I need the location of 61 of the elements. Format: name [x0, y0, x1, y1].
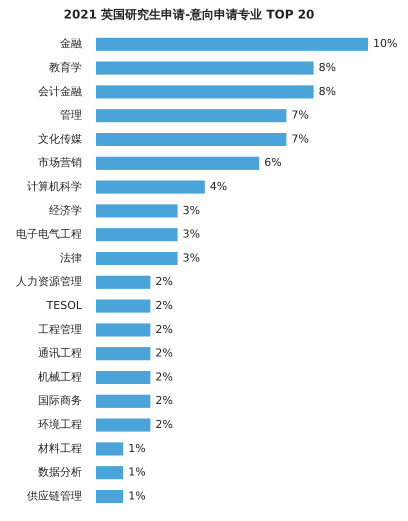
data-label: 3% — [182, 251, 200, 264]
y-tick-label: 电子电气工程 — [16, 228, 82, 241]
y-tick-label: TESOL — [46, 298, 83, 312]
data-label: 3% — [182, 228, 200, 241]
y-tick-label: 文化传媒 — [38, 132, 82, 146]
y-tick-label: 金融 — [60, 37, 82, 50]
bar — [96, 180, 205, 194]
y-tick-label: 人力资源管理 — [16, 275, 82, 288]
data-label: 2% — [155, 346, 173, 360]
data-label: 2% — [155, 370, 173, 384]
chart-title: 2021 英国研究生申请-意向申请专业 TOP 20 — [64, 7, 314, 22]
bar — [96, 442, 124, 456]
data-label: 10% — [373, 37, 398, 50]
data-label: 2% — [155, 322, 173, 336]
data-label: 1% — [128, 466, 146, 479]
y-tick-label: 供应链管理 — [27, 489, 82, 502]
bar — [96, 394, 150, 408]
data-label: 2% — [155, 275, 173, 288]
bar — [96, 156, 260, 170]
data-label: 6% — [264, 156, 282, 170]
data-label: 3% — [182, 204, 200, 217]
bar — [96, 109, 286, 122]
bar — [96, 490, 124, 504]
data-label: 4% — [210, 180, 228, 193]
y-tick-label: 会计金融 — [38, 84, 82, 98]
bar — [96, 252, 178, 266]
y-tick-label: 法律 — [60, 251, 82, 264]
y-tick-label: 数据分析 — [38, 466, 82, 479]
y-tick-label: 国际商务 — [38, 394, 82, 408]
data-label: 8% — [318, 60, 336, 74]
y-tick-label: 环境工程 — [38, 418, 82, 431]
bar — [96, 466, 124, 480]
data-label: 7% — [291, 108, 309, 122]
data-label: 2% — [155, 394, 173, 408]
bar — [96, 323, 150, 336]
y-tick-label: 机械工程 — [38, 370, 82, 384]
bar — [96, 300, 150, 313]
bar — [96, 62, 314, 75]
bar — [96, 370, 150, 384]
y-tick-label: 市场营销 — [38, 156, 82, 170]
data-label: 8% — [318, 84, 336, 98]
bar — [96, 38, 368, 51]
data-label: 1% — [128, 442, 146, 455]
bar — [96, 85, 314, 98]
bar — [96, 418, 150, 432]
data-label: 7% — [291, 132, 309, 146]
y-tick-label: 经济学 — [49, 204, 82, 217]
data-label: 2% — [155, 418, 173, 431]
y-tick-label: 计算机科学 — [27, 180, 82, 193]
data-label: 2% — [155, 298, 173, 312]
bar — [96, 204, 178, 218]
y-tick-label: 教育学 — [49, 60, 82, 74]
bar — [96, 228, 178, 242]
y-tick-label: 工程管理 — [38, 322, 82, 336]
y-tick-label: 材料工程 — [37, 442, 82, 455]
bar — [96, 347, 150, 360]
bar — [96, 276, 150, 289]
bar — [96, 132, 286, 146]
y-tick-label: 通讯工程 — [38, 346, 82, 360]
data-label: 1% — [128, 489, 146, 502]
y-tick-label: 管理 — [60, 108, 82, 122]
